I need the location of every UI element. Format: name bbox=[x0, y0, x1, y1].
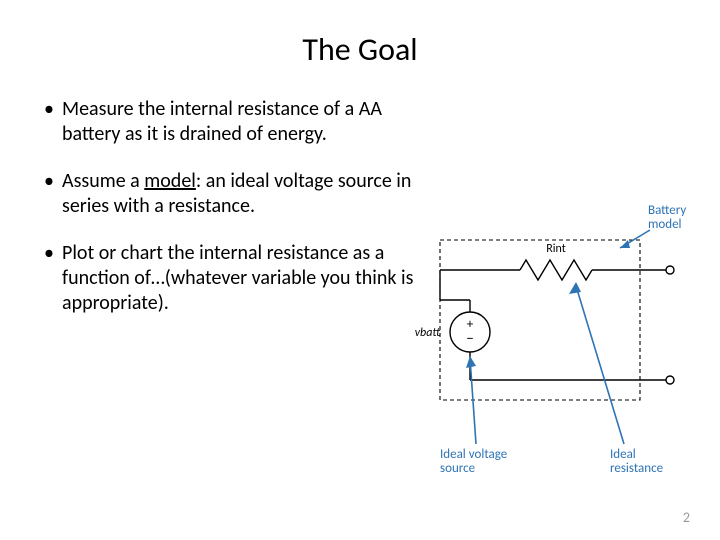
page-title: The Goal bbox=[40, 30, 680, 69]
vbatt-label: vbatt bbox=[415, 326, 441, 340]
terminal-bottom-icon bbox=[666, 376, 674, 384]
resistor-icon bbox=[520, 260, 592, 280]
rint-label: Rint bbox=[546, 242, 565, 256]
battery-model-label: Battery model bbox=[648, 203, 689, 232]
terminal-top-icon bbox=[666, 266, 674, 274]
arrow-voltage-source-icon bbox=[470, 358, 476, 444]
minus-icon: − bbox=[466, 330, 473, 348]
bullet-list: Measure the internal resistance of a AA … bbox=[40, 97, 430, 338]
bullet-item: Measure the internal resistance of a AA … bbox=[40, 97, 430, 147]
bullet-item: Plot or chart the internal resistance as… bbox=[40, 241, 430, 316]
bullet-item: Assume a model: an ideal voltage source … bbox=[40, 169, 430, 219]
ideal-resistance-label: Ideal resistance bbox=[610, 447, 663, 476]
arrow-resistance-icon bbox=[576, 286, 624, 444]
page-number: 2 bbox=[683, 509, 690, 526]
ideal-voltage-source-label: Ideal voltage source bbox=[440, 447, 510, 476]
circuit-diagram: Rint + − vbatt Battery model bbox=[410, 200, 700, 500]
